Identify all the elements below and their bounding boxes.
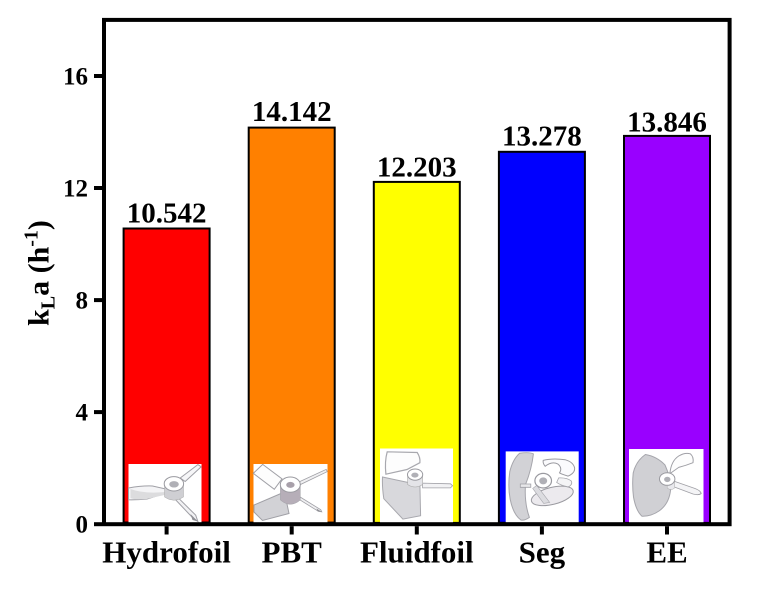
svg-text:Seg: Seg	[519, 535, 566, 570]
svg-text:EE: EE	[646, 535, 687, 570]
svg-text:12: 12	[63, 175, 88, 202]
svg-text:13.846: 13.846	[627, 106, 707, 138]
svg-text:16: 16	[63, 63, 88, 90]
svg-text:12.203: 12.203	[377, 151, 457, 183]
svg-text:4: 4	[76, 399, 89, 426]
svg-text:14.142: 14.142	[252, 96, 332, 128]
svg-text:Hydrofoil: Hydrofoil	[102, 535, 231, 570]
svg-text:13.278: 13.278	[502, 120, 582, 152]
svg-text:Fluidfoil: Fluidfoil	[360, 535, 474, 570]
svg-text:0: 0	[76, 512, 89, 539]
svg-text:8: 8	[76, 287, 89, 314]
svg-text:10.542: 10.542	[127, 198, 207, 230]
svg-text:PBT: PBT	[262, 535, 323, 570]
